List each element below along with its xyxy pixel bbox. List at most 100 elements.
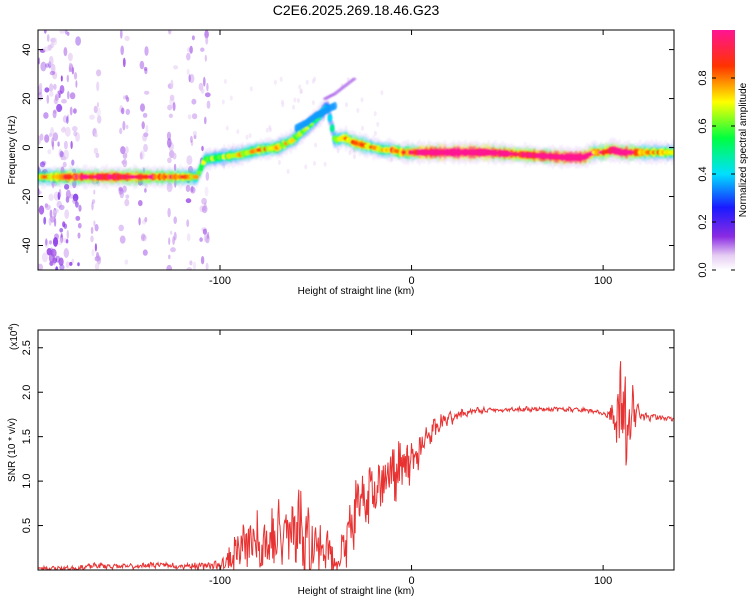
noise-speck xyxy=(68,62,72,68)
noise-speck xyxy=(118,186,123,192)
x-tick-label: 0 xyxy=(408,275,414,287)
noise-speck xyxy=(297,98,300,103)
noise-speck xyxy=(72,126,78,132)
noise-speck xyxy=(281,99,284,105)
noise-speck xyxy=(144,188,147,193)
noise-speck xyxy=(48,253,55,263)
noise-speck xyxy=(225,125,229,131)
noise-speck xyxy=(95,152,100,158)
noise-speck xyxy=(66,74,70,83)
noise-speck xyxy=(124,259,129,265)
y-tick-label: 20 xyxy=(21,92,33,104)
noise-speck xyxy=(173,65,179,70)
noise-speck xyxy=(205,262,209,270)
spectrogram-ridge-layer xyxy=(38,77,674,191)
noise-speck xyxy=(170,247,176,253)
noise-speck xyxy=(191,113,198,120)
noise-speck xyxy=(59,30,65,34)
noise-speck xyxy=(189,73,195,84)
noise-speck xyxy=(65,189,71,199)
noise-speck xyxy=(59,264,65,270)
spectrogram-panel: -100 0 100 -40 -20 0 20 40 Height of straight l… xyxy=(7,29,675,297)
noise-speck xyxy=(65,261,70,268)
noise-speck xyxy=(186,233,191,242)
noise-speck xyxy=(167,104,173,111)
noise-speck xyxy=(121,107,125,115)
noise-speck xyxy=(89,114,95,120)
noise-speck xyxy=(202,228,207,235)
noise-speck xyxy=(64,30,68,35)
noise-speck xyxy=(45,63,50,68)
noise-speck xyxy=(93,147,99,155)
noise-speck xyxy=(304,164,308,170)
noise-speck xyxy=(236,129,240,135)
noise-speck xyxy=(200,256,205,265)
noise-speck xyxy=(49,91,54,97)
noise-speck xyxy=(55,266,59,270)
noise-speck xyxy=(313,160,317,166)
noise-speck xyxy=(172,102,176,111)
noise-speck xyxy=(313,76,317,82)
noise-speck xyxy=(90,235,94,243)
noise-speck xyxy=(191,35,195,41)
noise-speck xyxy=(77,262,80,267)
noise-speck xyxy=(277,160,281,165)
noise-speck xyxy=(144,68,148,75)
noise-speck xyxy=(49,70,56,76)
noise-speck xyxy=(190,186,196,194)
noise-speck xyxy=(71,258,75,264)
y-tick-label: 0 xyxy=(21,144,33,150)
noise-speck xyxy=(120,45,124,56)
noise-speck xyxy=(188,74,191,83)
noise-speck xyxy=(49,132,52,138)
noise-speck xyxy=(53,109,58,114)
colorbar-tick-label: 0.2 xyxy=(697,214,709,229)
spectrogram-y-label: Frequency (Hz) xyxy=(7,116,18,185)
noise-speck xyxy=(63,140,68,150)
noise-speck xyxy=(49,83,54,92)
noise-speck xyxy=(205,35,209,45)
noise-speck xyxy=(92,127,98,136)
colorbar-label: Normalized spectral amplitude xyxy=(738,82,749,217)
noise-speck xyxy=(38,83,43,90)
noise-speck xyxy=(119,235,126,244)
noise-speck xyxy=(52,37,58,46)
noise-speck xyxy=(143,143,148,153)
noise-speck xyxy=(75,215,81,221)
noise-speck xyxy=(118,224,124,232)
noise-speck xyxy=(141,121,145,130)
noise-speck xyxy=(206,82,209,92)
noise-speck xyxy=(139,60,145,70)
noise-speck xyxy=(40,61,47,72)
noise-speck xyxy=(73,72,78,80)
noise-speck xyxy=(170,230,173,235)
noise-speck xyxy=(64,126,71,137)
noise-speck xyxy=(46,94,50,104)
y-tick-label: 2.5 xyxy=(21,340,33,355)
noise-speck xyxy=(119,127,123,135)
noise-speck xyxy=(186,52,191,61)
noise-speck xyxy=(204,92,211,98)
noise-speck xyxy=(39,161,46,168)
noise-speck xyxy=(38,135,41,145)
snr-axes: -100 0 100 0.5 1.0 1.5 2.0 2.5 xyxy=(21,330,674,587)
noise-speck xyxy=(59,150,64,158)
noise-speck xyxy=(173,216,177,224)
branch-cell xyxy=(332,101,338,110)
y-tick-label: 2.0 xyxy=(21,385,33,400)
noise-speck xyxy=(51,141,55,151)
x-tick-label: 100 xyxy=(594,575,612,587)
noise-speck xyxy=(201,145,204,152)
noise-speck xyxy=(191,98,197,105)
noise-speck xyxy=(38,91,43,101)
noise-speck xyxy=(140,103,145,112)
noise-speck xyxy=(249,86,253,92)
figure-title: C2E6.2025.269.18.46.G23 xyxy=(273,2,440,18)
noise-speck xyxy=(173,231,177,241)
noise-speck xyxy=(91,249,95,257)
noise-speck xyxy=(56,200,62,208)
noise-speck xyxy=(58,257,64,266)
noise-speck xyxy=(167,157,172,164)
noise-speck xyxy=(94,243,97,252)
noise-speck xyxy=(47,149,52,155)
